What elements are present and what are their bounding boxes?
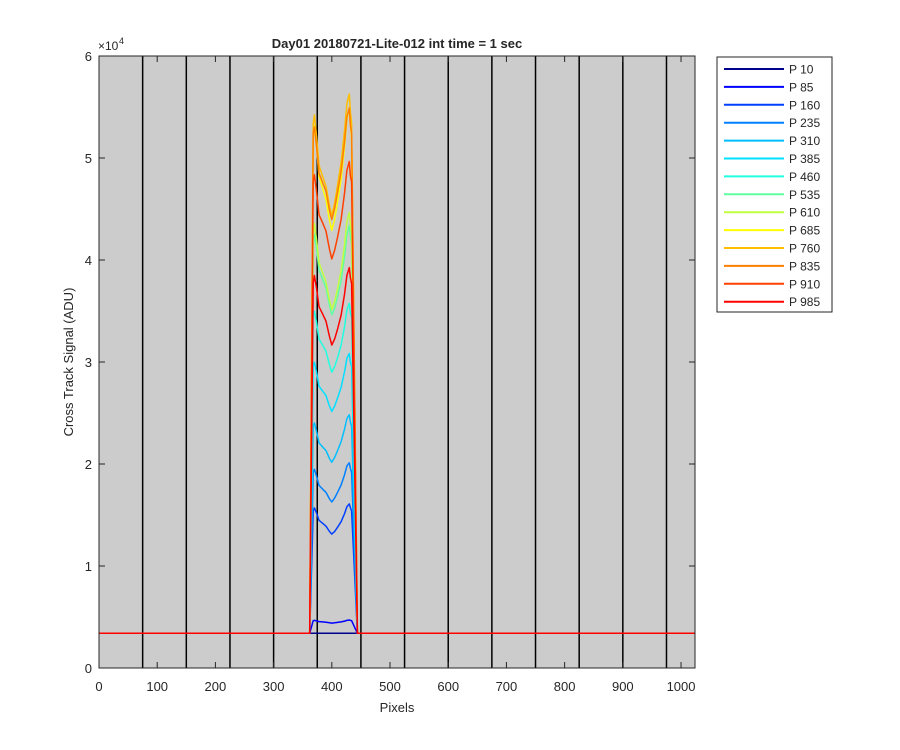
legend-label: P 685 bbox=[789, 224, 820, 238]
y-axis: 0 1 2 3 4 5 6 bbox=[85, 49, 695, 676]
series-line bbox=[99, 224, 695, 635]
x-tick-label: 900 bbox=[612, 679, 634, 694]
y-multiplier-exponent: 4 bbox=[119, 36, 124, 46]
legend-box bbox=[716, 56, 833, 313]
series-line bbox=[99, 414, 695, 635]
x-tick-label: 200 bbox=[205, 679, 227, 694]
series-line bbox=[99, 160, 695, 635]
series-line bbox=[99, 302, 695, 635]
x-axis-label: Pixels bbox=[380, 700, 415, 715]
y-tick-label: 4 bbox=[85, 253, 92, 268]
series-line bbox=[99, 462, 695, 635]
y-axis-label: Cross Track Signal (ADU) bbox=[61, 288, 76, 437]
y-tick-label: 2 bbox=[85, 457, 92, 472]
legend-label: P 985 bbox=[789, 295, 820, 309]
x-tick-label: 0 bbox=[95, 679, 102, 694]
x-tick-label: 1000 bbox=[667, 679, 696, 694]
x-tick-label: 700 bbox=[496, 679, 518, 694]
legend-label: P 235 bbox=[789, 116, 820, 130]
series-line bbox=[99, 211, 695, 635]
x-tick-label: 300 bbox=[263, 679, 285, 694]
legend-label: P 610 bbox=[789, 206, 820, 220]
x-axis: 0 100 200 300 400 500 600 700 800 900 1000 bbox=[95, 56, 695, 694]
legend-label: P 160 bbox=[789, 98, 820, 112]
x-tick-label: 400 bbox=[321, 679, 343, 694]
x-tick-label: 800 bbox=[554, 679, 576, 694]
x-tick-label: 600 bbox=[437, 679, 459, 694]
y-tick-label: 6 bbox=[85, 49, 92, 64]
legend-label: P 310 bbox=[789, 134, 820, 148]
series-line bbox=[99, 352, 695, 635]
chart-title: Day01 20180721-Lite-012 int time = 1 sec bbox=[272, 36, 522, 51]
y-tick-label: 5 bbox=[85, 151, 92, 166]
series-line bbox=[99, 93, 695, 635]
plot-area bbox=[99, 56, 695, 668]
x-tick-label: 100 bbox=[146, 679, 168, 694]
legend: P 10 P 85 P 160 P 235 P 310 P 385 P 460 P 535 P … bbox=[724, 63, 820, 309]
y-tick-label: 0 bbox=[85, 661, 92, 676]
legend-label: P 910 bbox=[789, 277, 820, 291]
series-line bbox=[99, 619, 695, 635]
series-line bbox=[99, 266, 695, 635]
series-line bbox=[99, 107, 695, 635]
legend-label: P 535 bbox=[789, 188, 820, 202]
vertical-line-group bbox=[141, 56, 668, 668]
series-line bbox=[99, 503, 695, 635]
legend-label: P 760 bbox=[789, 242, 820, 256]
y-multiplier-base: ×10 bbox=[98, 39, 119, 53]
legend-label: P 460 bbox=[789, 170, 820, 184]
y-tick-label: 3 bbox=[85, 355, 92, 370]
legend-label: P 10 bbox=[789, 63, 814, 77]
series-line-group bbox=[99, 93, 695, 635]
y-tick-label: 1 bbox=[85, 559, 92, 574]
legend-label: P 835 bbox=[789, 259, 820, 273]
legend-label: P 385 bbox=[789, 152, 820, 166]
legend-label: P 85 bbox=[789, 80, 814, 94]
x-tick-label: 500 bbox=[379, 679, 401, 694]
